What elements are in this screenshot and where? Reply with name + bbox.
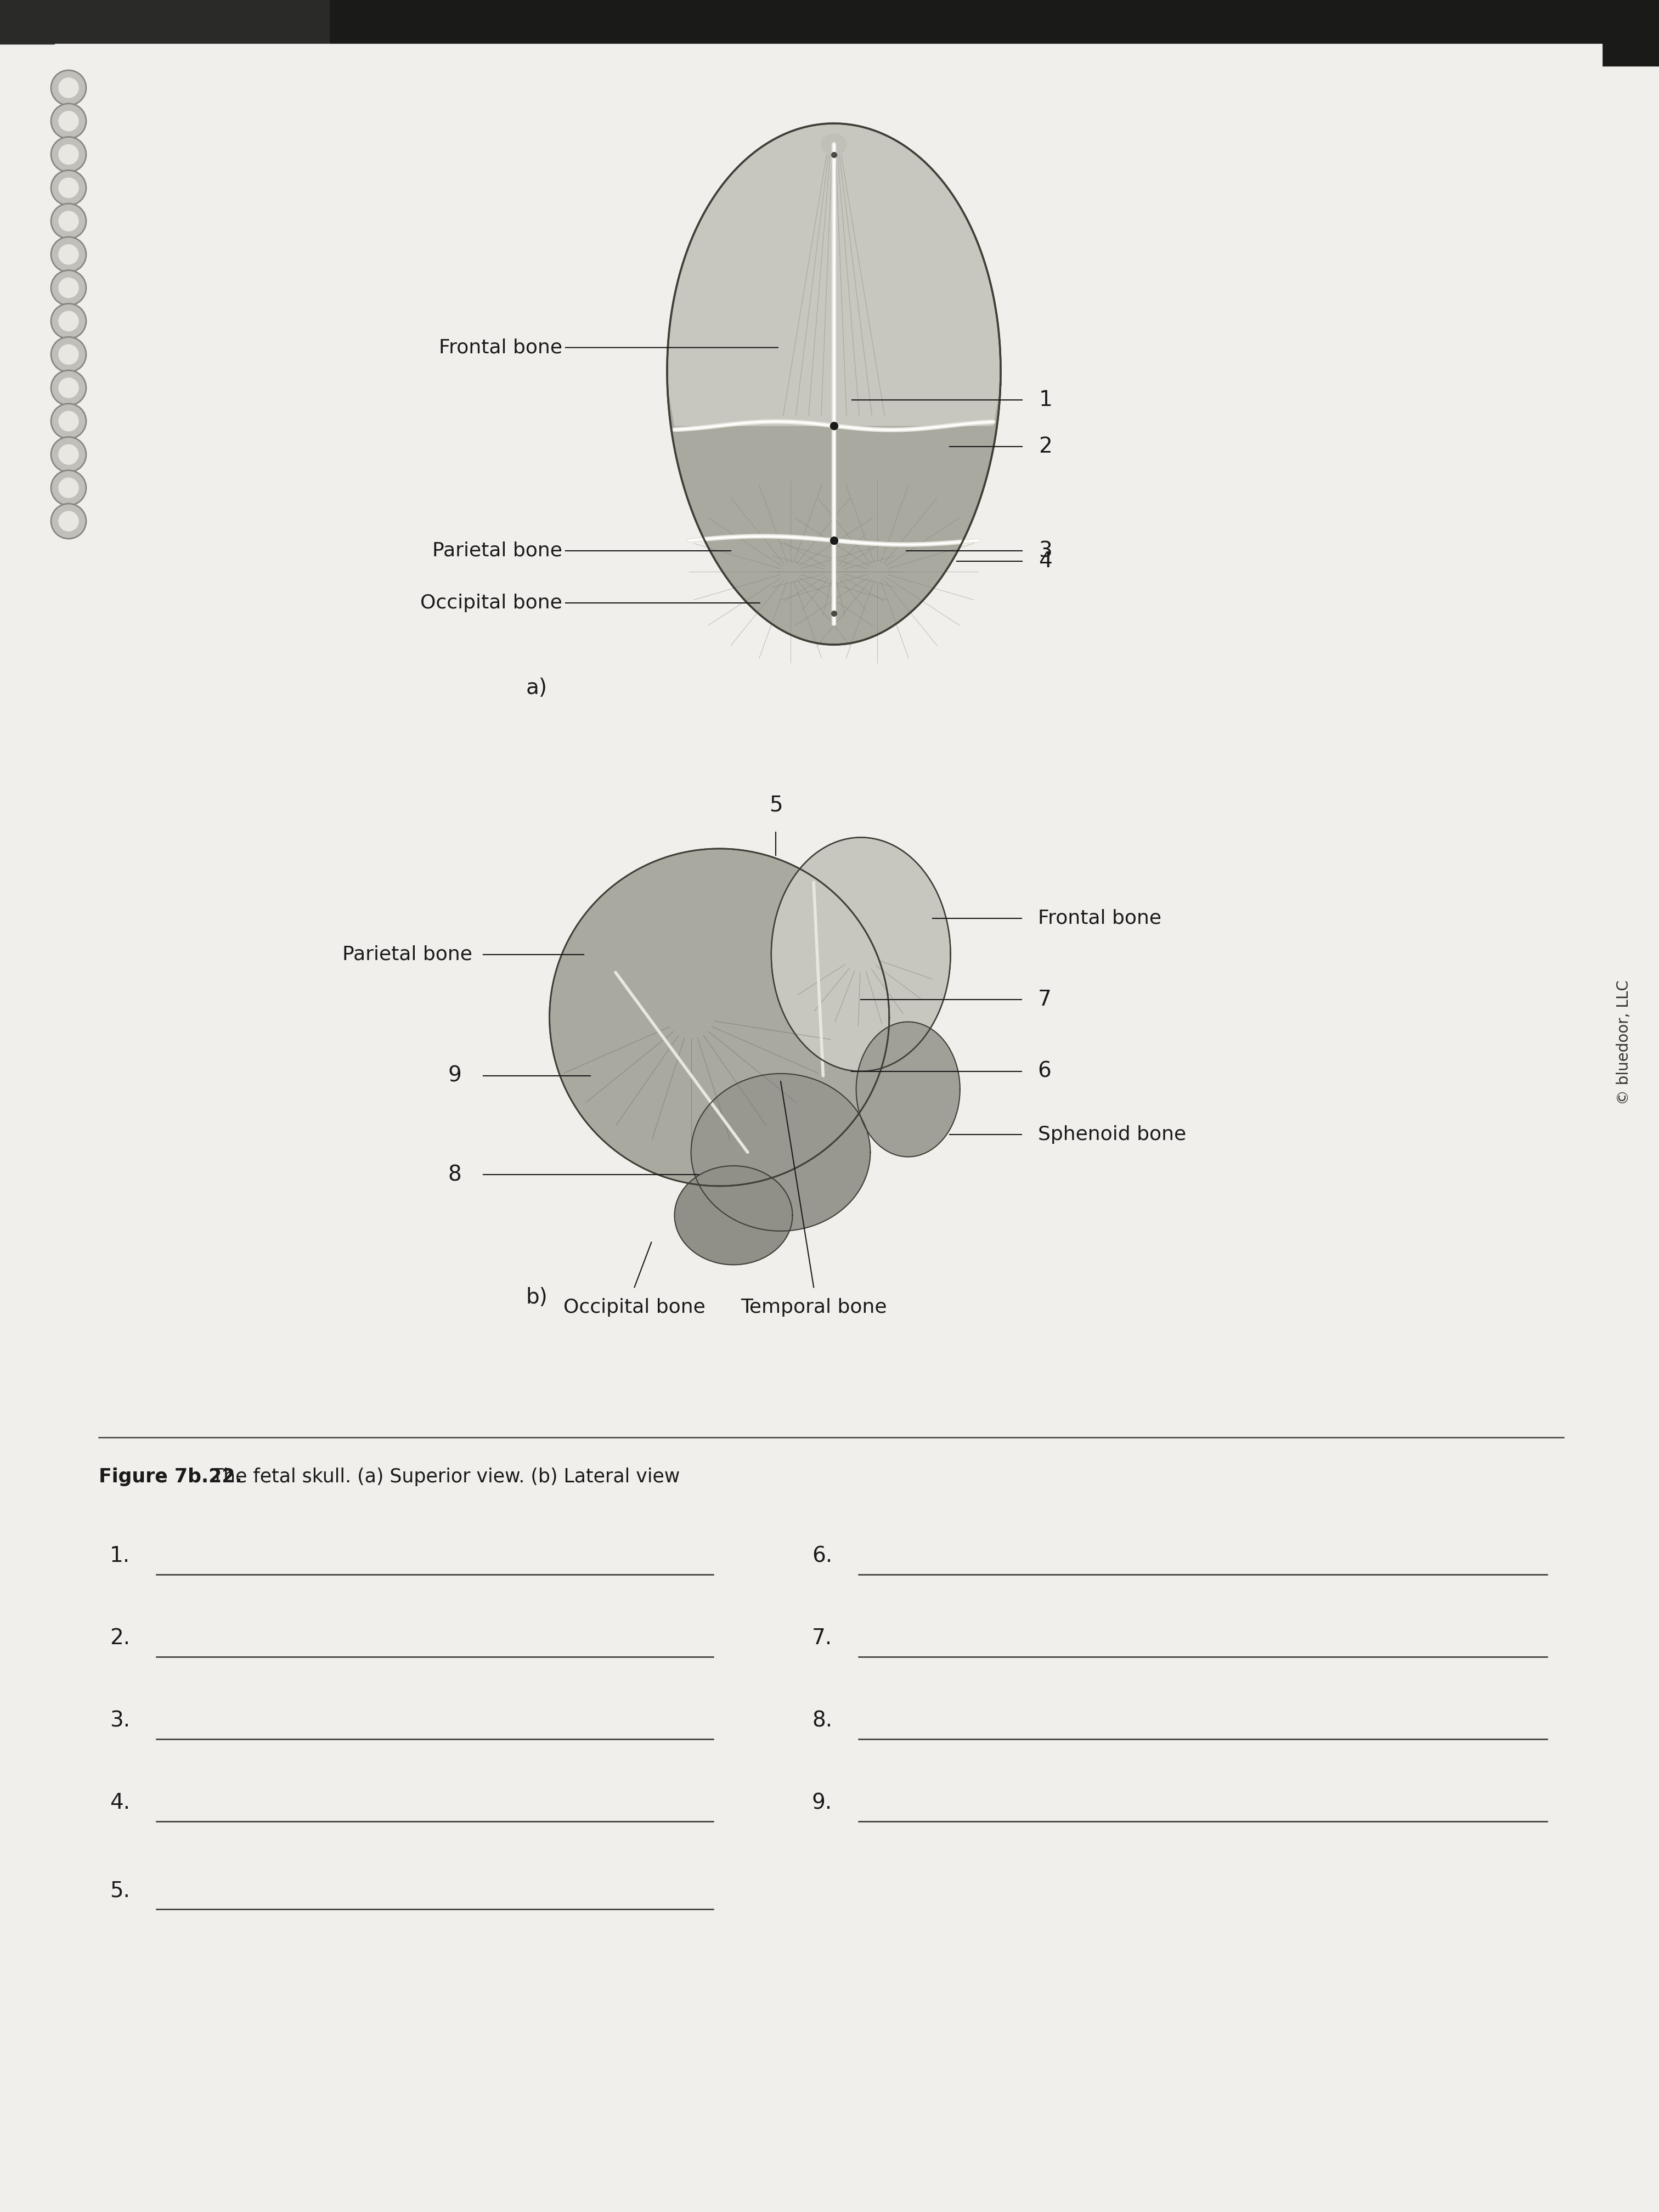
Text: 8.: 8. [811, 1710, 833, 1730]
Text: 4: 4 [1039, 551, 1052, 571]
Circle shape [51, 270, 86, 305]
Circle shape [51, 71, 86, 106]
Text: Figure 7b.22.: Figure 7b.22. [100, 1467, 242, 1486]
Text: 9.: 9. [811, 1792, 833, 1814]
Text: 3.: 3. [109, 1710, 129, 1730]
Circle shape [51, 403, 86, 438]
Bar [0, 0, 328, 44]
Circle shape [58, 345, 78, 365]
Bar [328, 0, 1659, 66]
Circle shape [51, 369, 86, 405]
Text: The fetal skull. (a) Superior view. (b) Lateral view: The fetal skull. (a) Superior view. (b) … [206, 1467, 680, 1486]
Circle shape [58, 111, 78, 131]
Text: Parietal bone: Parietal bone [433, 542, 732, 560]
Ellipse shape [821, 135, 846, 155]
Circle shape [51, 303, 86, 338]
Circle shape [58, 445, 78, 465]
Text: 5.: 5. [109, 1880, 129, 1900]
Text: 9: 9 [448, 1066, 461, 1086]
Circle shape [51, 170, 86, 206]
Text: 7.: 7. [811, 1628, 833, 1648]
Circle shape [58, 177, 78, 197]
Text: 5: 5 [770, 794, 783, 816]
Polygon shape [675, 1166, 793, 1265]
Text: © bluedoor, LLC: © bluedoor, LLC [1616, 980, 1631, 1104]
Circle shape [51, 237, 86, 272]
Text: 6: 6 [1039, 1062, 1052, 1082]
Text: 6.: 6. [811, 1546, 833, 1566]
Text: 1: 1 [1039, 389, 1052, 409]
Circle shape [58, 144, 78, 164]
Circle shape [58, 246, 78, 265]
Text: 2: 2 [1039, 436, 1052, 458]
Text: Sphenoid bone: Sphenoid bone [1039, 1126, 1186, 1144]
Circle shape [51, 204, 86, 239]
Circle shape [58, 279, 78, 299]
Text: Occipital bone: Occipital bone [420, 593, 760, 613]
Text: 7: 7 [1039, 989, 1052, 1009]
Circle shape [51, 471, 86, 504]
Polygon shape [549, 849, 889, 1186]
Circle shape [51, 438, 86, 471]
Text: a): a) [526, 677, 547, 699]
Text: Frontal bone: Frontal bone [1039, 909, 1161, 927]
Text: Temporal bone: Temporal bone [740, 1298, 888, 1316]
Polygon shape [667, 124, 1000, 425]
Circle shape [58, 212, 78, 230]
Polygon shape [771, 838, 951, 1071]
Polygon shape [856, 1022, 961, 1157]
Polygon shape [667, 124, 1000, 644]
Text: Occipital bone: Occipital bone [564, 1298, 705, 1316]
Text: 3: 3 [1039, 540, 1052, 562]
Text: Parietal bone: Parietal bone [342, 945, 473, 964]
Polygon shape [692, 1073, 871, 1232]
Text: 4.: 4. [109, 1792, 129, 1814]
Circle shape [58, 478, 78, 498]
Text: 8: 8 [448, 1164, 461, 1186]
Circle shape [58, 411, 78, 431]
Text: 1.: 1. [109, 1546, 129, 1566]
Circle shape [58, 77, 78, 97]
Text: Frontal bone: Frontal bone [440, 338, 778, 356]
Circle shape [58, 378, 78, 398]
Text: 2.: 2. [109, 1628, 129, 1648]
Circle shape [51, 137, 86, 173]
Circle shape [51, 504, 86, 540]
Circle shape [51, 104, 86, 139]
Text: b): b) [526, 1287, 547, 1307]
Circle shape [51, 336, 86, 372]
Circle shape [58, 312, 78, 332]
Circle shape [58, 511, 78, 531]
